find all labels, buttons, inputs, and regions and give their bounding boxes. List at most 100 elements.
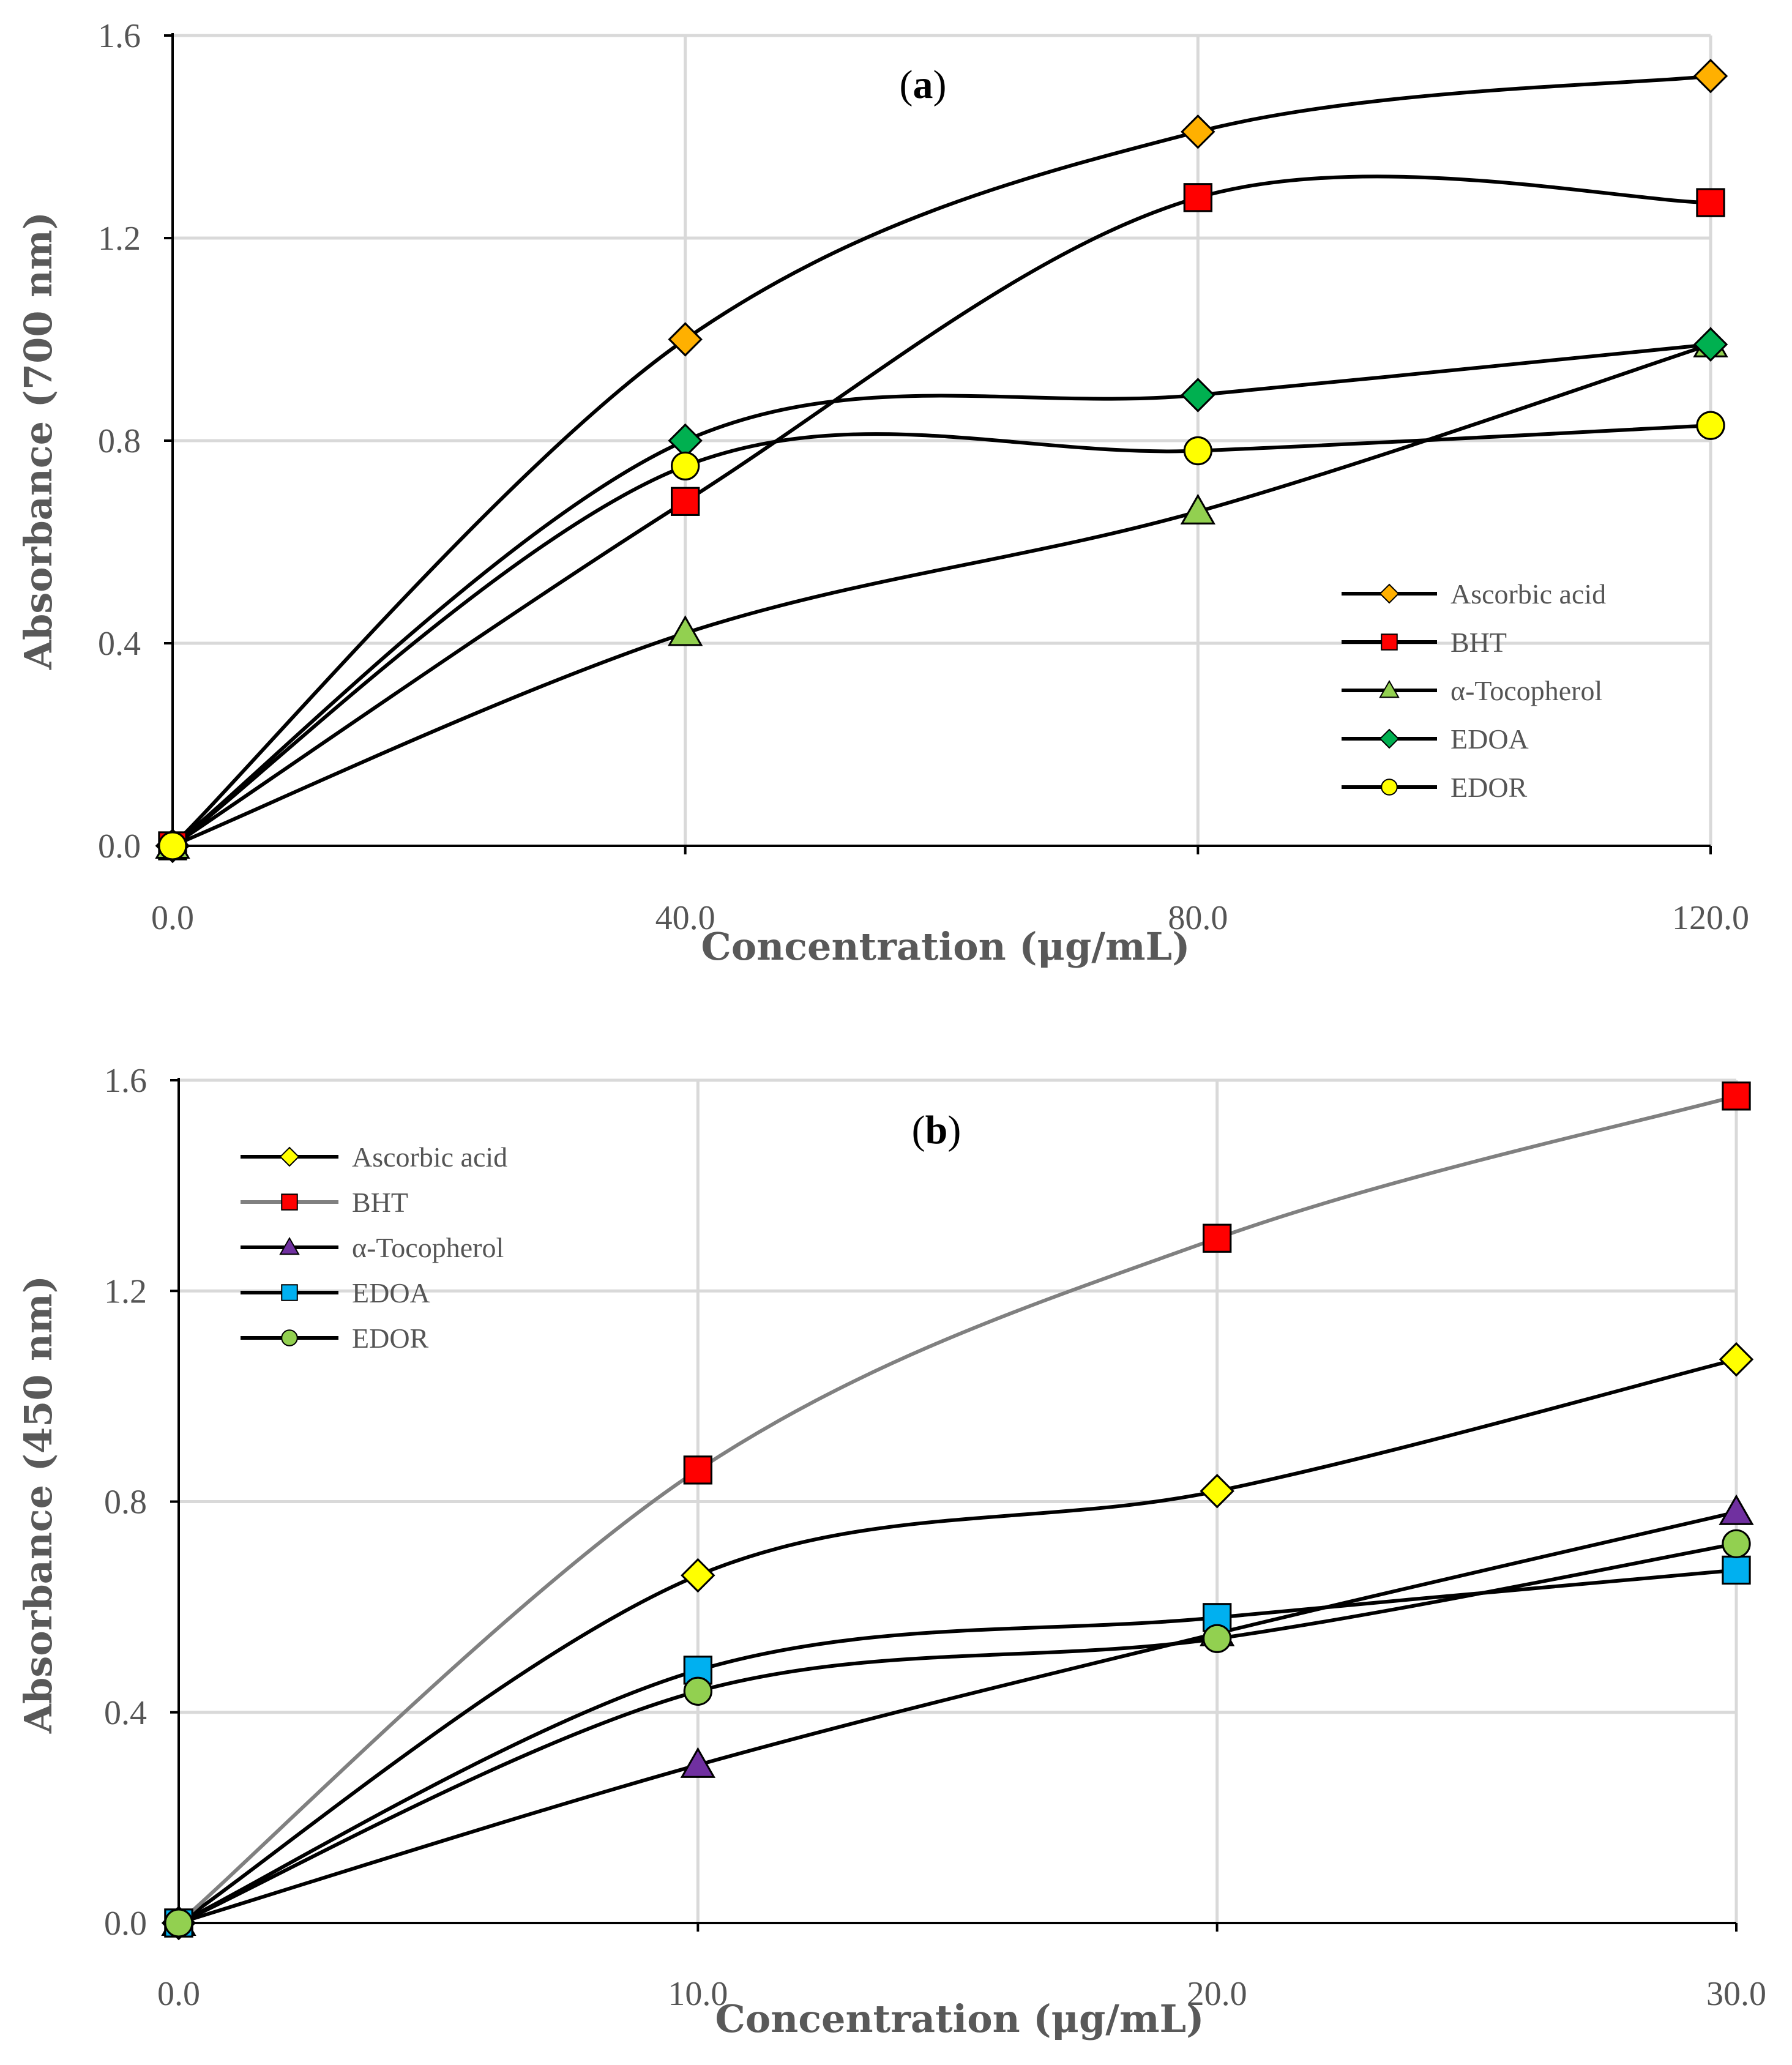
- panel-a-legend: Ascorbic acid BHT α-Tocopherol EDOA EDOR: [1342, 578, 1606, 803]
- chart-panel-b: 0.0 0.4 0.8 1.2 1.6 0.0 10.0 20.0 30.0 (b) Conce…: [16, 1062, 1766, 2041]
- series-line-ascorbic-acid: [177, 1357, 1737, 1925]
- legend-item-tocopherol: α-Tocopherol: [1342, 675, 1602, 706]
- x-tick-label: 40.0: [655, 899, 715, 937]
- legend-item-bht: BHT: [1342, 627, 1507, 658]
- series-line-ascorbic-acid: [171, 74, 1711, 848]
- data-point-tocopherol: [1719, 1494, 1754, 1525]
- series-line-tocopherol: [178, 1510, 1737, 1925]
- x-tick-label: 80.0: [1168, 899, 1228, 937]
- data-point-bht: [683, 1455, 712, 1485]
- data-point-edor: [158, 831, 187, 861]
- legend-label: Ascorbic acid: [1450, 578, 1606, 610]
- panel-b-series: [161, 1081, 1754, 1941]
- y-tick-label: 1.2: [104, 1272, 147, 1310]
- data-point-ascorbic-acid: [1181, 114, 1215, 149]
- data-point-edor: [1183, 436, 1212, 466]
- panel-b-legend: Ascorbic acid BHT α-Tocopherol EDOA EDOR: [241, 1141, 507, 1354]
- series-line-edor: [171, 424, 1711, 848]
- legend-marker: [1379, 583, 1400, 604]
- legend-marker: [1381, 779, 1398, 796]
- panel-a-x-axis-title: Concentration (μg/mL): [701, 924, 1190, 969]
- legend-marker: [281, 1329, 298, 1346]
- data-point-bht: [1722, 1081, 1751, 1111]
- y-tick-label: 0.0: [104, 1905, 147, 1943]
- legend-label: α-Tocopherol: [352, 1232, 504, 1263]
- legend-item-edoa: EDOA: [241, 1277, 430, 1309]
- y-tick-label: 0.4: [104, 1694, 147, 1732]
- legend-item-edor: EDOR: [1342, 772, 1528, 803]
- legend-item-ascorbic-acid: Ascorbic acid: [1342, 578, 1606, 610]
- data-point-ascorbic-acid: [1693, 58, 1728, 94]
- legend-label: EDOA: [352, 1277, 430, 1309]
- data-point-ascorbic-acid: [1200, 1474, 1234, 1509]
- legend-label: Ascorbic acid: [352, 1141, 507, 1173]
- legend-marker: [1379, 679, 1400, 698]
- legend-item-tocopherol: α-Tocopherol: [241, 1232, 504, 1263]
- y-tick-label: 0.4: [98, 625, 141, 663]
- legend-marker: [281, 1193, 298, 1211]
- panel-a-series: [155, 58, 1728, 864]
- data-point-edoa: [1181, 378, 1215, 413]
- data-point-edor: [683, 1676, 712, 1706]
- x-tick-label: 0.0: [151, 899, 194, 937]
- y-tick-label: 1.6: [98, 17, 141, 55]
- x-tick-label: 0.0: [157, 1975, 200, 2013]
- data-point-bht: [1183, 183, 1212, 212]
- y-tick-label: 1.2: [98, 220, 141, 258]
- series-line-edoa: [177, 1568, 1737, 1925]
- legend-marker: [1379, 728, 1400, 749]
- x-tick-label: 10.0: [668, 1975, 728, 2013]
- legend-item-ascorbic-acid: Ascorbic acid: [241, 1141, 507, 1173]
- x-tick-label: 20.0: [1187, 1975, 1247, 2013]
- y-tick-label: 0.0: [98, 827, 141, 865]
- data-point-tocopherol: [1180, 493, 1216, 525]
- data-point-bht: [671, 487, 700, 516]
- data-point-tocopherol: [667, 615, 703, 646]
- series-line-bht: [177, 1094, 1737, 1925]
- data-point-bht: [1696, 188, 1725, 217]
- series-line-edoa: [171, 342, 1711, 848]
- legend-item-edoa: EDOA: [1342, 723, 1529, 755]
- panel-a-y-axis-title: Absorbance (700 nm): [16, 212, 61, 670]
- x-tick-label: 120.0: [1672, 899, 1749, 937]
- panel-b-x-axis-title: Concentration (μg/mL): [715, 1996, 1204, 2041]
- legend-label: EDOR: [1450, 772, 1528, 803]
- data-point-ascorbic-acid: [668, 322, 703, 357]
- legend-marker: [279, 1236, 300, 1255]
- x-tick-label: 30.0: [1706, 1975, 1766, 2013]
- panel-a-label: (a): [900, 62, 947, 107]
- data-point-tocopherol: [680, 1747, 716, 1778]
- y-tick-label: 0.8: [98, 422, 141, 460]
- data-point-edor: [1722, 1529, 1751, 1559]
- y-tick-label: 1.6: [104, 1062, 147, 1100]
- series-line-bht: [171, 174, 1711, 848]
- legend-item-bht: BHT: [241, 1187, 408, 1218]
- series-line-tocopherol: [171, 342, 1711, 848]
- chart-panel-a: 0.0 0.4 0.8 1.2 1.6 0.0 40.0 80.0 120.0 (a) Conc…: [16, 17, 1749, 969]
- legend-label: α-Tocopherol: [1450, 675, 1602, 706]
- data-point-ascorbic-acid: [681, 1558, 715, 1593]
- data-point-edor: [1203, 1624, 1232, 1653]
- data-point-ascorbic-acid: [1719, 1342, 1754, 1377]
- legend-label: BHT: [1450, 627, 1507, 658]
- legend-marker: [1381, 633, 1398, 651]
- panel-a-tick-labels: 0.0 0.4 0.8 1.2 1.6 0.0 40.0 80.0 120.0: [98, 17, 1749, 937]
- data-point-edor: [164, 1908, 193, 1938]
- data-point-edoa: [1693, 327, 1728, 362]
- y-tick-label: 0.8: [104, 1484, 147, 1522]
- legend-label: EDOR: [352, 1323, 429, 1354]
- legend-label: BHT: [352, 1187, 408, 1218]
- legend-marker: [279, 1146, 300, 1167]
- panel-b-tick-labels: 0.0 0.4 0.8 1.2 1.6 0.0 10.0 20.0 30.0: [104, 1062, 1766, 2013]
- panel-b-y-axis-title: Absorbance (450 nm): [16, 1275, 61, 1734]
- series-line-edor: [177, 1542, 1737, 1925]
- legend-item-edor: EDOR: [241, 1323, 429, 1354]
- data-point-edor: [1696, 411, 1725, 440]
- data-point-edor: [671, 451, 700, 481]
- data-point-bht: [1203, 1223, 1232, 1253]
- data-point-edoa: [1722, 1555, 1751, 1585]
- legend-label: EDOA: [1450, 723, 1529, 755]
- panel-b-label: (b): [912, 1108, 961, 1152]
